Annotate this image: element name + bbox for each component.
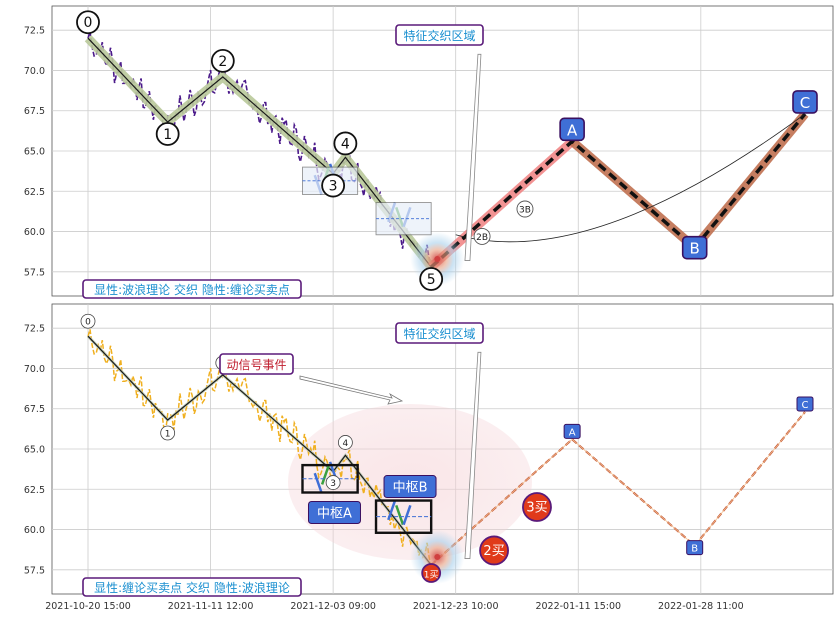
wave-point-label-small: 3: [330, 479, 336, 489]
buy-point-marker: [421, 563, 442, 583]
projection-curve: [455, 113, 806, 243]
projection-marker-small: [686, 540, 704, 556]
y-tick-label: 62.5: [24, 187, 45, 198]
top-legend-box: [82, 279, 302, 299]
wave-point-marker-small: [325, 475, 341, 490]
sub-wave: [395, 504, 405, 526]
projection-label: B: [690, 240, 700, 258]
projection-label: C: [800, 94, 810, 112]
bottom-legend-text: 显性:缠论买卖点 交织 隐性:波浪理论: [94, 580, 290, 595]
wave-point-label: 2: [218, 54, 227, 70]
signal-arrow: [299, 375, 404, 405]
wave-point-label: 3: [329, 179, 338, 195]
top-annotation-box: [395, 24, 484, 46]
projection-marker: [681, 235, 708, 260]
bottom-annotation-title: 特征交织区域: [395, 322, 484, 344]
sub-wave: [402, 504, 412, 526]
buy-point-label: 2买: [483, 544, 504, 559]
projection-marker: [792, 90, 818, 114]
buy-point-label: 1买: [424, 570, 439, 581]
wave-point-marker: [210, 48, 235, 73]
projection-dashed: [430, 112, 807, 269]
wave-point-marker: [419, 267, 444, 291]
wave-point-marker: [333, 131, 358, 156]
x-tick-label: 2021-12-23 10:00: [413, 601, 499, 612]
y-tick-label: 57.5: [24, 565, 45, 576]
top-legend-text: 显性:波浪理论 交织 隐性:缠论买卖点: [94, 282, 290, 297]
wave-line: [87, 37, 432, 268]
bs-point-label: 3B: [519, 206, 531, 216]
projection-marker-small: [796, 396, 814, 412]
wave-point-label: 0: [84, 15, 93, 31]
halo-core: [434, 553, 441, 560]
projection-label: A: [567, 121, 578, 139]
bottom-annotation-box: [395, 322, 484, 344]
sub-wave: [313, 472, 323, 493]
wave-point-label-small: 1: [165, 430, 171, 440]
projection-label-small: B: [691, 544, 698, 555]
y-tick-label: 70.0: [24, 364, 45, 375]
signal-label-box: [219, 353, 294, 375]
top-annotation-title: 特征交织区域: [395, 24, 484, 46]
bottom-legend-box: [82, 577, 302, 597]
zhongshu-label-box: [383, 475, 437, 499]
top-annotation-text: 特征交织区域: [403, 28, 475, 43]
wave-point-label: 4: [341, 136, 350, 152]
wave-point-marker: [321, 173, 346, 198]
x-tick-label: 2021-12-03 09:00: [290, 601, 376, 612]
sub-wave: [320, 464, 331, 485]
y-tick-label: 60.0: [24, 227, 45, 238]
bottom-legend: 显性:缠论买卖点 交织 隐性:波浪理论: [82, 577, 302, 597]
y-tick-label: 72.5: [24, 26, 45, 37]
top-grid: 72.5 70.0 67.5 65.0 62.5 60.0 57.5: [24, 6, 833, 296]
bs-point-label: 2B: [476, 233, 488, 243]
signal-label: 动信号事件: [219, 353, 294, 375]
zhongshu-label: 中枢A: [317, 507, 352, 522]
bs-point-marker: [516, 200, 534, 218]
wave-point-label-small: 0: [85, 318, 91, 328]
x-tick-label: 2022-01-28 11:00: [658, 601, 744, 612]
wave-point-marker-small: [160, 425, 176, 441]
y-tick-label: 62.5: [24, 485, 45, 496]
top-panel: 0 1 2 3 4 5 A B C 2B 3B: [76, 10, 818, 291]
zhongshu-label-box: [307, 501, 361, 524]
y-tick-label: 65.0: [24, 445, 45, 456]
y-tick-label: 65.0: [24, 147, 45, 158]
top-legend: 显性:波浪理论 交织 隐性:缠论买卖点: [82, 279, 302, 299]
signal-label-text: 动信号事件: [226, 358, 286, 372]
wave-point-marker-small: [337, 435, 353, 450]
y-tick-label: 70.0: [24, 66, 45, 77]
y-tick-label: 57.5: [24, 267, 45, 278]
projection-label-small: A: [569, 427, 576, 438]
wave-point-label: 1: [163, 127, 172, 143]
bottom-annotation-text: 特征交织区域: [403, 326, 475, 341]
projection-label-small: C: [802, 400, 809, 411]
projection-thin: [430, 411, 806, 566]
buy-point-marker: [479, 535, 509, 566]
halo-core: [434, 255, 441, 262]
y-tick-label: 60.0: [24, 525, 45, 536]
y-tick-label: 67.5: [24, 106, 45, 117]
projection-marker-small: [563, 423, 581, 439]
wave-line: [87, 335, 432, 566]
y-tick-label: 67.5: [24, 404, 45, 415]
buy-point-marker: [522, 492, 552, 522]
wave-point-label-small: 4: [343, 439, 349, 449]
wave-point-marker-small: [80, 313, 96, 329]
bottom-panel: 中枢A中枢B01234ABC1买2买3买: [80, 313, 814, 584]
zhongshu-label: 中枢B: [393, 481, 428, 496]
y-tick-label: 72.5: [24, 324, 45, 335]
bs-point-marker: [473, 227, 491, 245]
x-tick-label: 2021-10-20 15:00: [45, 601, 131, 612]
x-tick-label: 2022-01-11 15:00: [535, 601, 621, 612]
x-tick-label: 2021-11-11 12:00: [168, 601, 254, 612]
buy-point-label: 3买: [526, 501, 547, 516]
projection-marker: [559, 117, 585, 142]
wave-point-marker: [76, 10, 100, 35]
wave-point-marker: [155, 122, 180, 146]
wave-point-label: 5: [427, 272, 436, 288]
arrow-up: [464, 53, 482, 261]
arrow-up: [464, 351, 482, 559]
